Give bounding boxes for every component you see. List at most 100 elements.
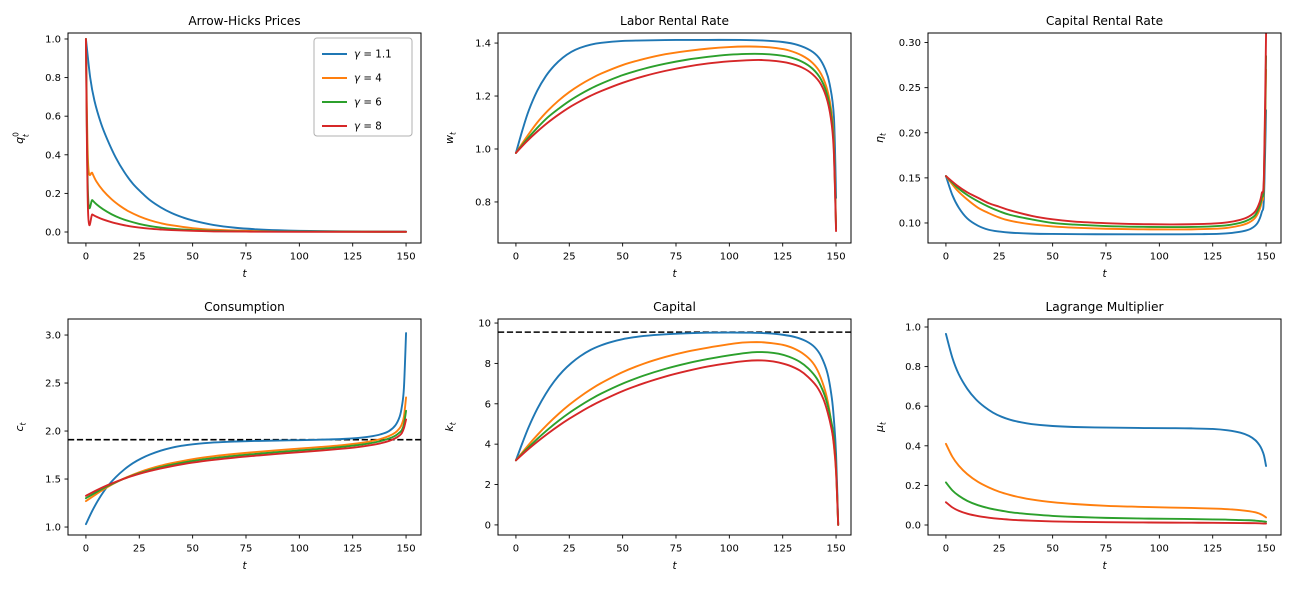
y-tick-label: 0.30: [899, 38, 921, 49]
x-tick-label: 75: [240, 252, 253, 263]
x-tick-label: 100: [720, 544, 739, 555]
series-line-8: [514, 359, 840, 526]
y-tick-label: 0.0: [45, 227, 61, 238]
x-axis-ticks: 0 25 50 75 100 125 150: [83, 243, 416, 263]
x-tick-label: 50: [1046, 252, 1059, 263]
x-tick-label: 0: [943, 252, 949, 263]
series-line-4: [514, 341, 840, 526]
series-line-8: [944, 33, 1268, 226]
axis-x-label: t: [1102, 560, 1107, 572]
axes-frame: [927, 32, 1282, 244]
series-line-4: [514, 45, 838, 229]
y-axis-ticks: 0.10 0.15 0.20 0.25 0.30: [899, 38, 928, 229]
x-tick-label: 0: [513, 544, 519, 555]
axis-x-label: t: [242, 560, 247, 572]
axes-frame: [927, 318, 1282, 536]
x-tick-label: 150: [1257, 252, 1276, 263]
series-line-8: [84, 418, 408, 497]
axis-y-label: ct: [13, 421, 28, 431]
subplot-lagrange-multiplier: 0 25 50 75 100 125 150 0.0 0.2 0.4 0.6 0.8 1.0 Lagran…: [873, 300, 1282, 572]
subplot-title: Consumption: [204, 300, 285, 314]
x-axis-ticks: 0 25 50 75 100 125 150: [513, 243, 846, 263]
x-tick-label: 50: [186, 252, 199, 263]
subplot-arrow-hicks-prices: 0 25 50 75 100 125 150 0.0 0.2 0.4 0.6 0.8 1.0 Arrow-…: [12, 14, 422, 280]
series-line-4: [944, 68, 1268, 231]
x-tick-label: 0: [943, 544, 949, 555]
x-tick-label: 100: [1150, 544, 1169, 555]
x-tick-label: 75: [1100, 544, 1113, 555]
y-tick-label: 1.0: [45, 34, 61, 45]
axis-x-label: t: [1102, 268, 1107, 280]
axis-y-label: μt: [873, 421, 888, 433]
x-axis-ticks: 0 25 50 75 100 125 150: [83, 535, 416, 555]
y-tick-label: 0.2: [905, 481, 921, 492]
y-tick-label: 0.4: [45, 150, 61, 161]
legend: γ = 1.1 γ = 4 γ = 6 γ = 8: [313, 37, 413, 137]
subplot-capital-rental-rate: 0 25 50 75 100 125 150 0.10 0.15 0.20 0.25 0.30 Capi…: [873, 14, 1282, 280]
y-tick-label: 0.8: [475, 197, 491, 208]
series-line-6: [84, 409, 408, 500]
axis-x-label: t: [672, 560, 677, 572]
series-group: [944, 332, 1268, 525]
legend-entry: γ = 6: [322, 97, 382, 109]
y-tick-label: 0.8: [45, 73, 61, 84]
legend-label: γ = 1.1: [354, 49, 392, 61]
y-tick-label: 1.0: [475, 144, 491, 155]
x-tick-label: 75: [1100, 252, 1113, 263]
x-axis-ticks: 0 25 50 75 100 125 150: [943, 535, 1276, 555]
series-group: [944, 33, 1268, 236]
series-line-1-1: [514, 331, 840, 525]
x-tick-label: 75: [670, 252, 683, 263]
x-tick-label: 25: [133, 544, 146, 555]
x-tick-label: 100: [1150, 252, 1169, 263]
x-tick-label: 25: [563, 544, 576, 555]
x-tick-label: 25: [563, 252, 576, 263]
y-axis-ticks: 0.0 0.2 0.4 0.6 0.8 1.0: [45, 34, 68, 238]
y-tick-label: 0.2: [45, 189, 61, 200]
x-tick-label: 100: [290, 544, 309, 555]
y-tick-label: 0.8: [905, 362, 921, 373]
y-tick-label: 6: [485, 399, 491, 410]
subplot-capital: 0 25 50 75 100 125 150 0 2 4 6 8 10 Capital t kt: [443, 300, 852, 572]
subplot-title: Arrow-Hicks Prices: [188, 14, 300, 28]
axes-frame: [497, 32, 852, 244]
y-tick-label: 0.4: [905, 441, 921, 452]
y-tick-label: 10: [478, 319, 491, 330]
subplot-title: Capital Rental Rate: [1046, 14, 1163, 28]
x-tick-label: 100: [720, 252, 739, 263]
axis-y-label: q0t: [12, 132, 31, 144]
x-tick-label: 50: [616, 252, 629, 263]
legend-label: γ = 4: [354, 73, 382, 85]
x-tick-label: 125: [343, 252, 362, 263]
series-line-6: [944, 481, 1268, 523]
y-tick-label: 2.0: [45, 427, 61, 438]
series-line-8: [514, 59, 838, 233]
x-tick-label: 50: [186, 544, 199, 555]
axes-frame: [497, 318, 852, 536]
x-tick-label: 125: [343, 544, 362, 555]
y-tick-label: 0.25: [899, 83, 921, 94]
series-group: [84, 332, 408, 526]
y-tick-label: 3.0: [45, 331, 61, 342]
legend-label: γ = 8: [354, 121, 382, 133]
legend-entry: γ = 1.1: [322, 49, 392, 61]
y-tick-label: 1.0: [905, 322, 921, 333]
series-line-8: [944, 501, 1268, 525]
axes-frame: [67, 32, 422, 244]
y-axis-ticks: 1.0 1.5 2.0 2.5 3.0: [45, 331, 68, 534]
x-tick-label: 125: [1203, 252, 1222, 263]
subplot-consumption: 0 25 50 75 100 125 150 1.0 1.5 2.0 2.5 3.0 Consumpti…: [13, 300, 422, 572]
x-tick-label: 50: [616, 544, 629, 555]
x-tick-label: 75: [670, 544, 683, 555]
subplot-title: Labor Rental Rate: [620, 14, 729, 28]
x-tick-label: 150: [397, 544, 416, 555]
series-group: [514, 331, 840, 526]
x-tick-label: 25: [993, 252, 1006, 263]
x-tick-label: 0: [83, 252, 89, 263]
series-line-1-1: [84, 332, 408, 526]
x-tick-label: 75: [240, 544, 253, 555]
y-tick-label: 0.20: [899, 128, 921, 139]
legend-box: [313, 37, 413, 137]
y-tick-label: 1.2: [475, 92, 491, 103]
legend-entry: γ = 8: [322, 121, 382, 133]
